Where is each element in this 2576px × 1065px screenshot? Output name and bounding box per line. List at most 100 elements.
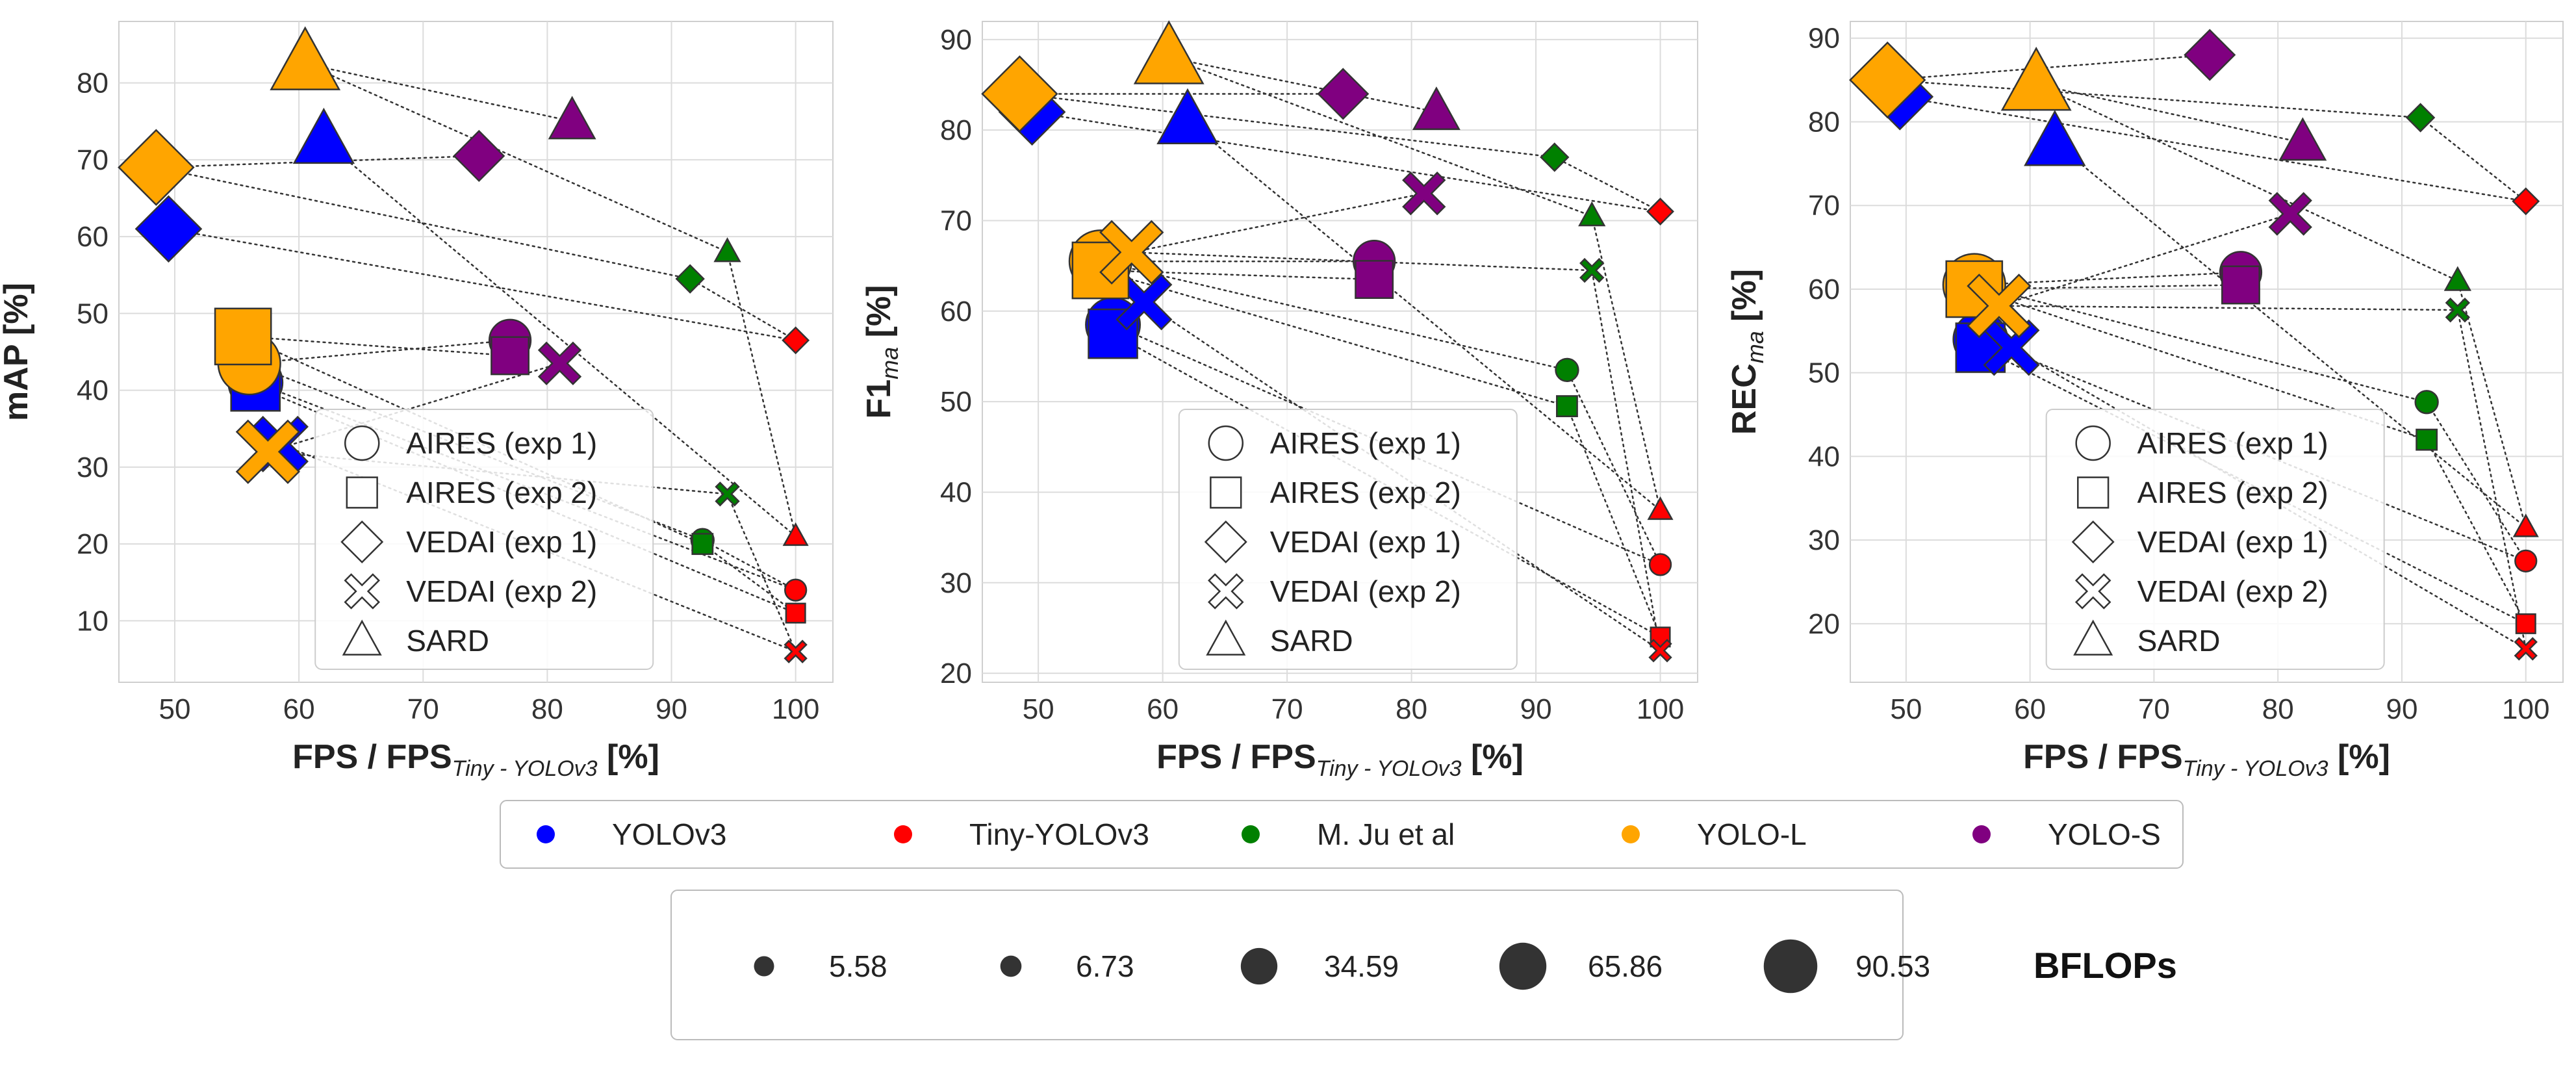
legend-label: SARD (1270, 624, 1353, 658)
x-icon (344, 573, 380, 609)
legend-box (2045, 409, 2385, 670)
legend-dot-yolo-l (1622, 825, 1640, 843)
data-point-sard-yolo-s (1412, 86, 1460, 130)
triangle-icon (1206, 619, 1246, 656)
y-tick-label: 40 (77, 375, 108, 407)
shape-legend: AIRES (exp 1) AIRES (exp 2) VEDAI (exp 1) V… (1178, 409, 1518, 670)
y-tick-label: 60 (77, 221, 108, 253)
data-point-aires-exp-1-tiny-yolov3 (2514, 549, 2538, 572)
size-marker (754, 956, 774, 977)
y-tick-label: 50 (1808, 357, 1840, 389)
y-tick-label: 80 (1808, 106, 1840, 138)
y-tick-label: 50 (77, 298, 108, 329)
x-tick-label: 50 (1023, 693, 1054, 725)
legend-label: AIRES (exp 1) (1270, 426, 1461, 460)
x-tick-label: 80 (2262, 693, 2294, 725)
data-point-sard-m-ju-et-al (713, 237, 741, 263)
data-point-aires-exp-1-tiny-yolov3 (1648, 553, 1672, 576)
data-point-sard-yolo-l (2000, 46, 2072, 111)
data-point-vedai-exp-2-yolo-l (1967, 274, 2032, 339)
y-tick-label: 20 (940, 658, 972, 689)
data-point-sard-m-ju-et-al (2443, 266, 2471, 291)
legend-label: SARD (406, 624, 489, 658)
color-legend: YOLOv3 Tiny-YOLOv3 M. Ju et al YOLO-L YOLO-S (500, 800, 2184, 869)
chart-panel-2: 50 60 70 80 90 100 20 30 40 50 60 70 80 90 FPS / FPSTi… (860, 20, 1698, 781)
x-tick-label: 100 (1637, 693, 1684, 725)
series-line-vedai-exp-1 (1887, 54, 2529, 203)
y-tick-label: 60 (1808, 274, 1840, 305)
y-tick-label: 70 (77, 144, 108, 176)
y-tick-label: 20 (1808, 608, 1840, 640)
legend-box (314, 409, 654, 670)
square-icon (1210, 476, 1242, 509)
diamond-icon (2071, 520, 2115, 563)
legend-label: VEDAI (exp 2) (406, 574, 597, 608)
data-point-aires-exp-2-m-ju-et-al (1556, 395, 1578, 418)
square-icon (2077, 476, 2110, 509)
data-point-aires-exp-2-tiny-yolov3 (785, 602, 806, 624)
legend-label: SARD (2137, 624, 2221, 658)
x-tick-label: 60 (283, 693, 315, 725)
y-tick-label: 40 (940, 476, 972, 508)
data-point-vedai-exp-1-yolo-s (1317, 68, 1370, 120)
diamond-icon (340, 520, 384, 563)
size-legend-label: 65.86 (1588, 949, 1663, 983)
legend-dot-yolo-s (1972, 825, 1991, 843)
size-marker (1000, 955, 1022, 977)
y-tick-label: 30 (940, 567, 972, 599)
data-point-aires-exp-1-tiny-yolov3 (784, 578, 808, 602)
data-point-aires-exp-2-m-ju-et-al (691, 533, 714, 556)
x-tick-label: 90 (2386, 693, 2418, 725)
y-axis-label: mAP [%] (0, 283, 35, 421)
data-point-aires-exp-2-yolov3 (1088, 308, 1138, 359)
data-point-sard-m-ju-et-al (1578, 201, 1606, 227)
data-point-sard-yolo-s (548, 96, 596, 140)
y-tick-label: 20 (77, 528, 108, 560)
size-marker (1763, 939, 1818, 994)
data-point-aires-exp-2-yolo-l (214, 307, 272, 366)
size-legend-label: 90.53 (1855, 949, 1930, 983)
legend-label: AIRES (exp 2) (2137, 476, 2328, 509)
data-point-vedai-exp-2-m-ju-et-al (2445, 297, 2471, 323)
legend-label: AIRES (exp 1) (2137, 426, 2328, 460)
legend-label: VEDAI (exp 1) (2137, 525, 2328, 559)
x-tick-label: 70 (1271, 693, 1303, 725)
data-point-sard-tiny-yolov3 (1647, 496, 1674, 520)
data-point-vedai-exp-1-yolov3 (134, 195, 203, 263)
x-tick-label: 90 (1520, 693, 1552, 725)
x-tick-label: 90 (656, 693, 687, 725)
data-point-vedai-exp-2-tiny-yolov3 (1648, 639, 1672, 663)
data-point-sard-tiny-yolov3 (782, 522, 809, 546)
shape-legend: AIRES (exp 1) AIRES (exp 2) VEDAI (exp 1) V… (314, 409, 654, 670)
y-tick-label: 70 (1808, 190, 1840, 222)
x-tick-label: 100 (772, 693, 819, 725)
x-tick-label: 50 (159, 693, 191, 725)
y-tick-label: 30 (1808, 524, 1840, 556)
data-point-vedai-exp-1-tiny-yolov3 (2512, 187, 2540, 216)
data-point-sard-yolo-l (270, 26, 341, 90)
x-icon (1208, 573, 1244, 609)
legend-label-m-ju-et-al: M. Ju et al (1317, 817, 1455, 851)
data-point-vedai-exp-1-m-ju-et-al (1540, 142, 1570, 172)
legend-label: AIRES (exp 2) (1270, 476, 1461, 509)
chart-panel-1: 50 60 70 80 90 100 10 20 30 40 50 60 70 80 FPS / FPSTi… (0, 21, 834, 781)
legend-label-tiny-yolov3: Tiny-YOLOv3 (969, 817, 1149, 851)
data-point-vedai-exp-2-yolo-l (235, 419, 300, 484)
x-tick-label: 70 (407, 693, 439, 725)
square-icon (346, 476, 378, 509)
data-point-vedai-exp-2-yolo-s (2268, 192, 2312, 236)
x-tick-label: 50 (1890, 693, 1922, 725)
size-legend-title: BFLOPs (2034, 945, 2177, 986)
triangle-icon (2073, 619, 2113, 656)
x-tick-label: 60 (2014, 693, 2046, 725)
data-point-sard-yolo-s (2278, 117, 2327, 161)
data-point-aires-exp-1-m-ju-et-al (1555, 357, 1579, 383)
x-tick-label: 80 (1396, 693, 1427, 725)
data-point-vedai-exp-1-yolo-l (1849, 41, 1926, 119)
size-legend-label: 5.58 (829, 949, 887, 983)
circle-icon (344, 425, 380, 461)
x-icon (2074, 573, 2111, 609)
size-legend-label: 6.73 (1076, 949, 1134, 983)
size-legend-box (670, 890, 1904, 1040)
data-point-vedai-exp-1-tiny-yolov3 (782, 326, 810, 355)
